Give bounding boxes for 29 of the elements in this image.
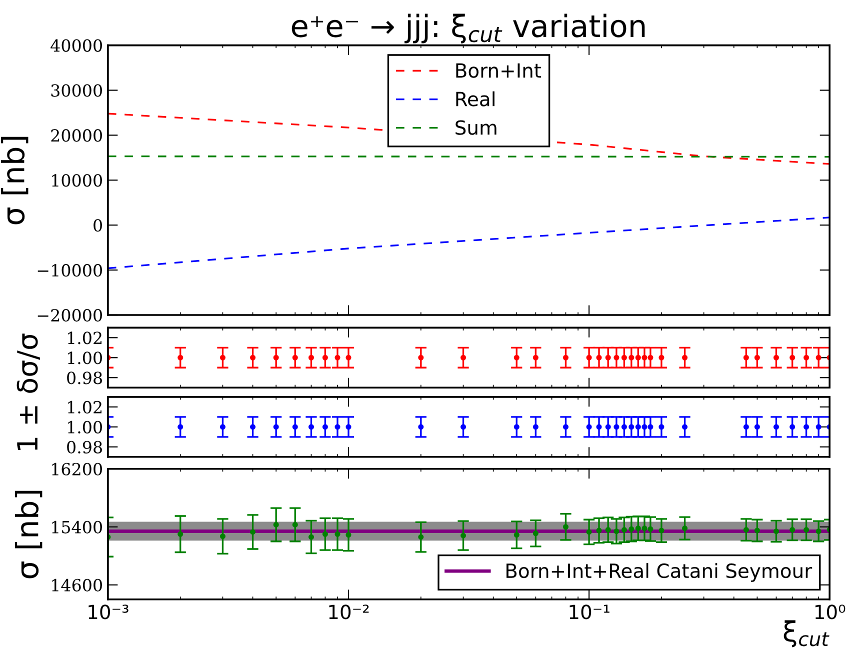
y-tick-label: 14600: [52, 578, 102, 592]
y-tick-label: 0.98: [67, 440, 102, 454]
y-axis-title: 1 ± δσ/σ: [16, 334, 40, 450]
y-tick-label: 40000: [50, 39, 102, 52]
y-axis-title: σ [nb]: [14, 490, 42, 578]
y-tick-label: 1.02: [68, 332, 102, 344]
chart-title: e⁺e⁻ → jjj: ξ$_{cut}$ variation: [292, 14, 645, 44]
y-tick-label: 0: [94, 219, 102, 232]
y-tick-label: 20000: [51, 129, 102, 142]
y-tick-label: 15400: [52, 520, 102, 534]
y-tick-label: 1.00: [68, 352, 102, 364]
legend-label: Born+Int+Real Catani Seymour: [506, 563, 812, 582]
x-tick-label: 10⁰: [815, 604, 846, 620]
x-tick-label: 10⁻²: [329, 604, 369, 620]
y-axis-title: σ [nb]: [0, 136, 28, 224]
x-axis-title: ξ$_{cut}$: [784, 620, 830, 648]
y-tick-label: 16200: [52, 462, 102, 476]
y-tick-label: 30000: [51, 84, 102, 97]
legend-label: Sum: [456, 120, 496, 135]
y-tick-label: 1.00: [68, 420, 102, 434]
legend-label: Born+Int: [456, 63, 542, 78]
legend-label: Real: [456, 91, 494, 106]
y-tick-label: 1.02: [68, 400, 102, 414]
y-tick-label: 0.98: [67, 372, 102, 384]
x-tick-label: 10⁻³: [88, 604, 128, 620]
y-tick-label: −10000: [38, 264, 102, 277]
y-tick-label: −20000: [38, 308, 102, 322]
x-tick-label: 10⁻¹: [570, 604, 610, 620]
y-tick-label: 10000: [52, 174, 102, 187]
